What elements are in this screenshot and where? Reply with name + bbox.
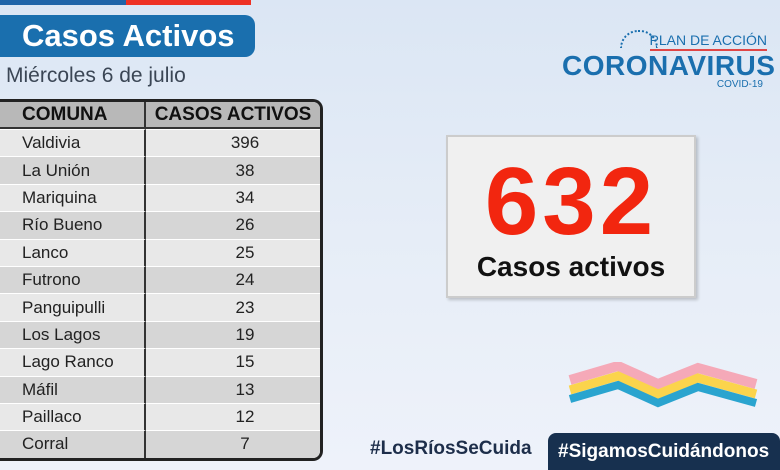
logo-sub: COVID-19 [716,79,763,90]
table-row: Futrono 24 [0,265,320,294]
total-card: 632 Casos activos [446,135,696,298]
cell-casos: 7 [146,430,320,458]
cell-comuna: Futrono [0,265,146,294]
cell-casos: 26 [146,211,320,239]
table-row: Los Lagos 19 [0,320,320,349]
cell-casos: 15 [146,348,320,376]
cell-comuna: Valdivia [0,129,146,157]
cell-casos: 13 [146,375,320,403]
table-row: Mariquina 34 [0,183,320,212]
total-label: Casos activos [476,251,666,282]
logo-name: CORONAVIRUS [562,50,776,81]
cell-casos: 396 [146,129,320,157]
cell-comuna: Panguipulli [0,293,146,321]
table-header-row: COMUNA CASOS ACTIVOS [0,102,320,129]
cell-casos: 23 [146,293,320,321]
table-row: Lago Ranco 15 [0,348,320,376]
column-header-comuna: COMUNA [0,102,146,129]
flag-stripe-blue [0,0,126,5]
table-row: Máfil 13 [0,375,320,403]
cell-casos: 12 [146,402,320,431]
cell-comuna: Lanco [0,238,146,266]
cell-comuna: La Unión [0,156,146,184]
logo-plan-text: PLAN DE ACCIÓN [649,32,767,51]
column-header-casos: CASOS ACTIVOS [146,102,320,129]
flag-stripe-red [126,0,251,5]
cell-casos: 38 [146,156,320,184]
cell-casos: 34 [146,183,320,212]
cell-comuna: Lago Ranco [0,348,146,376]
active-cases-table: COMUNA CASOS ACTIVOS Valdivia 396 La Unión… [0,99,323,461]
date-label: Miércoles 6 de julio [6,64,186,87]
cell-comuna: Máfil [0,375,146,403]
table-row: Paillaco 12 [0,402,320,431]
table-row: Río Bueno 26 [0,211,320,239]
total-count: 632 [484,148,658,255]
cell-casos: 24 [146,265,320,294]
cell-comuna: Corral [0,430,146,458]
cell-casos: 25 [146,238,320,266]
table-row: Lanco 25 [0,238,320,266]
hashtag-losrios: #LosRíosSeCuida [370,438,532,459]
coronavirus-logo: PLAN DE ACCIÓN CORONAVIRUS COVID-19 [562,26,775,92]
cell-comuna: Mariquina [0,183,146,212]
hashtag-sigamos: #SigamosCuidándonos [548,433,780,470]
table-row: La Unión 38 [0,156,320,184]
table-row: Panguipulli 23 [0,293,320,321]
cell-comuna: Paillaco [0,402,146,431]
table-row: Valdivia 396 [0,129,320,157]
cell-comuna: Los Lagos [0,320,146,349]
table-row: Corral 7 [0,430,320,458]
region-wave-logo [568,362,758,408]
cell-comuna: Río Bueno [0,211,146,239]
cell-casos: 19 [146,320,320,349]
page-title: Casos Activos [0,15,255,57]
